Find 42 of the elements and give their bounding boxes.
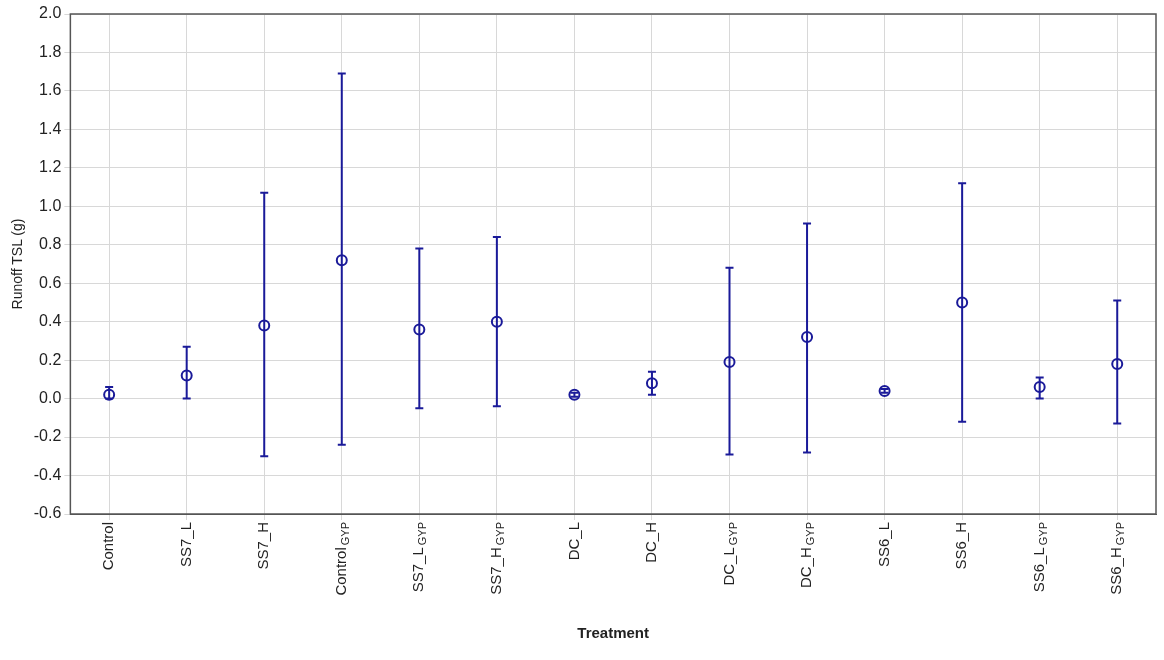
point [956,296,969,309]
point [258,319,271,332]
y-tick-label: 0.2 [39,350,62,368]
point [878,384,891,397]
y-tick-label: -0.2 [33,427,62,445]
x-tick-label: SS7_HGYP [487,522,506,595]
point [335,254,348,267]
x-tick-label: SS6_LGYP [1029,522,1049,593]
x-tick-label: DC_L [564,521,582,561]
y-tick-label: 0.6 [39,273,62,291]
x-tick-label: SS6_HGYP [1107,522,1127,595]
x-tick-label: SS7_LGYP [409,522,429,593]
x-tick-label: SS6_L [874,521,892,568]
point [180,369,193,382]
point [723,356,736,369]
y-tick-label: -0.6 [33,504,62,522]
point [645,377,658,390]
x-tick-label: DC_LGYP [719,522,739,586]
y-axis-title: Runoff TSL (g) [9,218,26,310]
x-tick-label: SS6_H [952,522,970,570]
x-tick-label: DC_H [642,522,660,563]
y-tick-label: 0.8 [39,235,62,253]
point [490,315,503,328]
y-tick-label: 1.2 [39,158,62,176]
y-tick-label: 1.6 [39,81,62,99]
y-tick-label: 1.4 [39,119,62,137]
y-tick-label: 2.0 [39,4,62,22]
point [1033,381,1046,394]
y-tick-label: 1.0 [39,196,62,214]
x-tick-label: ControlGYP [331,522,351,596]
point [1111,358,1124,370]
y-tick-label: 1.8 [39,42,62,60]
point [413,323,426,336]
y-tick-label: -0.4 [33,465,62,483]
x-tick-label: DC_HGYP [797,522,817,589]
x-tick-label: Control [99,522,117,571]
point [801,331,814,344]
y-tick-label: 0.4 [39,312,62,330]
x-axis-title: Treatment [577,624,650,642]
y-tick-label: 0.0 [39,389,62,407]
x-tick-label: SS7_L [176,521,194,568]
x-tick-label: SS7_H [254,522,272,570]
